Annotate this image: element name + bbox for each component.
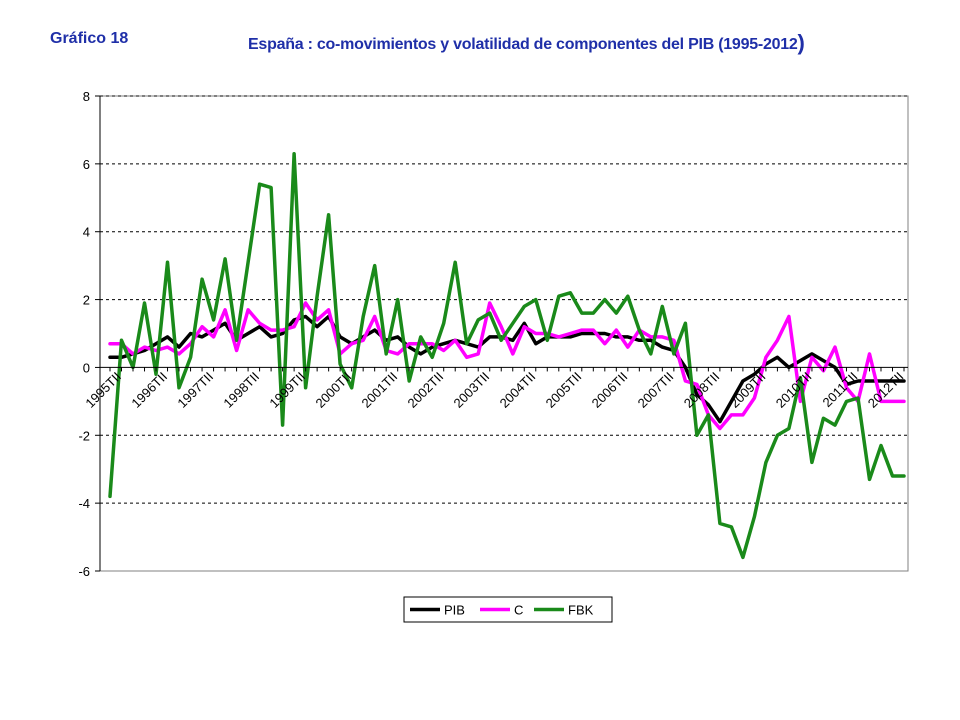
chart-title-text: España : co-movimientos y volatilidad de… <box>248 36 798 53</box>
y-tick-label: 8 <box>83 89 90 104</box>
series-line-c <box>108 301 906 431</box>
y-tick-label: 6 <box>83 157 90 172</box>
legend: PIB C FBK <box>403 596 613 623</box>
legend-label-pib: PIB <box>444 603 465 618</box>
y-tick-label: -2 <box>78 428 90 443</box>
y-axis: -6 -4 -2 0 2 4 6 8 <box>78 89 101 579</box>
y-tick-label: -6 <box>78 564 90 579</box>
series-line-fbk <box>108 151 906 560</box>
y-tick-label: 4 <box>83 225 90 240</box>
chart-title-closing-paren: ) <box>797 30 805 55</box>
y-tick-label: 2 <box>83 293 90 308</box>
series-lines <box>108 151 906 560</box>
legend-label-fbk: FBK <box>568 603 594 618</box>
gridlines <box>100 95 908 504</box>
figure-label: Gráfico 18 <box>50 30 129 47</box>
chart-title: España : co-movimientos y volatilidad de… <box>248 30 805 56</box>
y-tick-label: -4 <box>78 496 90 511</box>
legend-label-c: C <box>514 603 523 618</box>
y-tick-label: 0 <box>83 360 90 375</box>
